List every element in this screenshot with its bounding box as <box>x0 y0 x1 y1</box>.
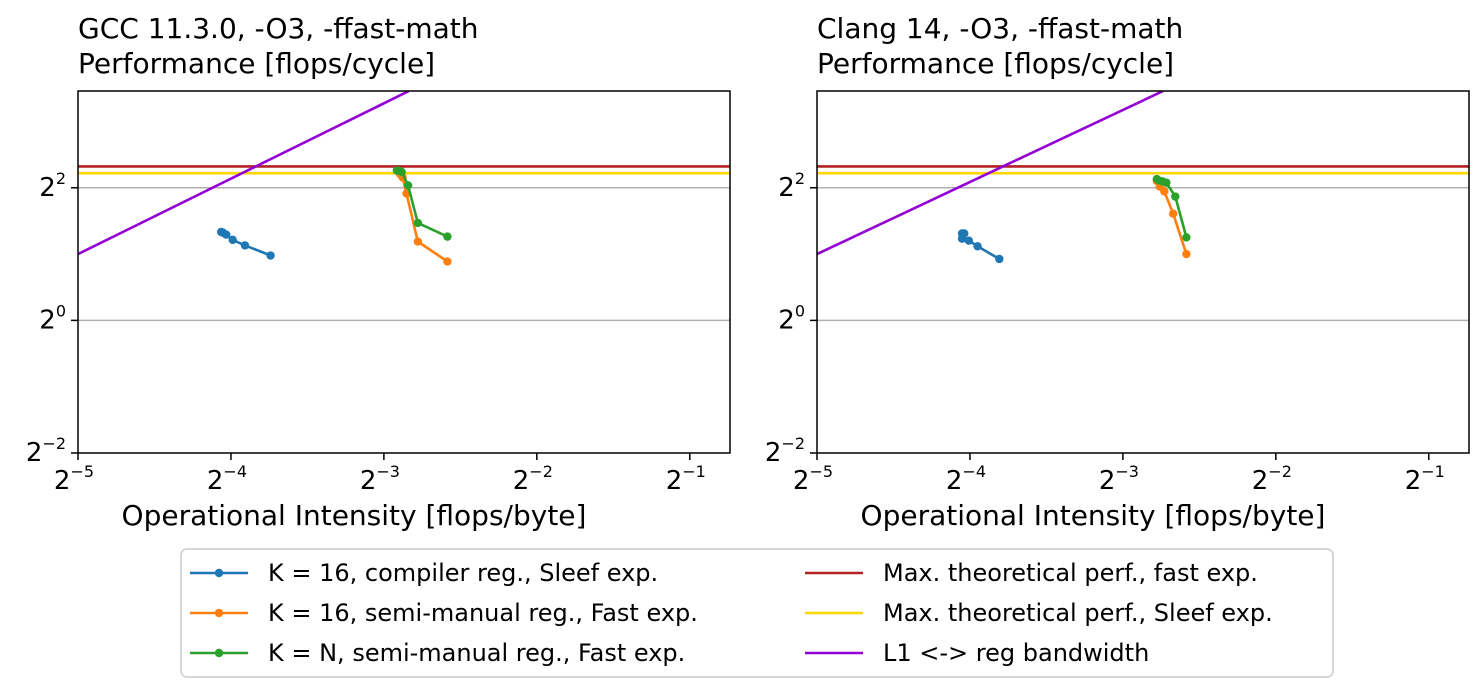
legend-label: Max. theoretical perf., fast exp. <box>883 559 1258 587</box>
series-5-line <box>817 91 1164 256</box>
series-0-point <box>957 234 967 243</box>
legend-box <box>180 548 1334 678</box>
plot-area <box>817 91 1469 264</box>
x-tick-label: 2−2 <box>1252 462 1292 496</box>
chart-title-line: Performance [flops/cycle] <box>78 47 435 80</box>
series-2-point <box>1162 178 1171 187</box>
x-axis-label: Operational Intensity [flops/byte] <box>861 499 1326 532</box>
x-tick-label: 2−1 <box>666 462 706 496</box>
legend-label: K = 16, semi-manual reg., Fast exp. <box>268 599 698 627</box>
series-2-point <box>1182 233 1191 242</box>
series-0-point <box>240 241 250 250</box>
legend-label: K = 16, compiler reg., Sleef exp. <box>268 559 658 587</box>
series-2-point <box>403 181 413 190</box>
series-0-point <box>228 235 237 245</box>
series-0-point <box>222 230 231 239</box>
x-axis-label: Operational Intensity [flops/byte] <box>122 499 587 532</box>
series-0-point <box>964 236 974 245</box>
x-tick-label: 2−4 <box>946 462 986 496</box>
x-tick-label: 2−1 <box>1405 462 1445 496</box>
series-2-point <box>397 167 406 177</box>
series-0-point <box>973 242 982 251</box>
series-1-point <box>413 237 423 246</box>
chart-title-line: Clang 14, -O3, -ffast-math <box>817 12 1183 45</box>
series-0-point <box>995 254 1004 264</box>
series-2-point <box>1171 192 1180 201</box>
y-tick-label: 22 <box>778 169 805 203</box>
chart-title-line: GCC 11.3.0, -O3, -ffast-math <box>78 12 478 45</box>
chart-panel-gcc: GCC 11.3.0, -O3, -ffast-mathPerformance … <box>26 12 731 532</box>
y-tick-label: 22 <box>39 169 66 203</box>
x-tick-label: 2−2 <box>513 462 553 496</box>
series-1-point <box>1182 249 1191 259</box>
y-tick-label: 20 <box>778 301 805 335</box>
x-tick-label: 2−3 <box>1099 462 1139 496</box>
legend-swatch-marker <box>214 608 224 618</box>
legend-swatch-marker <box>214 648 224 658</box>
legend: K = 16, compiler reg., Sleef exp. K = 16,… <box>180 548 1334 678</box>
y-tick-label: 2−2 <box>765 434 805 468</box>
x-tick-label: 2−3 <box>360 462 400 496</box>
axes-frame <box>816 90 1470 454</box>
series-1-point <box>443 257 452 266</box>
x-tick-label: 2−5 <box>793 462 833 496</box>
x-tick-label: 2−4 <box>207 462 247 496</box>
series-0-point <box>266 251 275 260</box>
axes-frame <box>77 90 731 454</box>
series-1-point <box>1160 187 1169 196</box>
plot-area <box>78 91 730 266</box>
series-2-line <box>396 169 448 238</box>
legend-label: K = N, semi-manual reg., Fast exp. <box>268 639 685 667</box>
y-tick-label: 20 <box>39 301 66 335</box>
legend-label: Max. theoretical perf., Sleef exp. <box>883 599 1273 627</box>
series-5-line <box>78 91 410 256</box>
series-2-point <box>443 232 452 241</box>
legend-label: L1 <-> reg bandwidth <box>883 639 1149 667</box>
x-tick-label: 2−5 <box>54 462 94 496</box>
y-tick-label: 2−2 <box>26 434 66 468</box>
series-2-point <box>413 218 423 228</box>
chart-title-line: Performance [flops/cycle] <box>817 47 1174 80</box>
legend-swatch-marker <box>214 568 224 578</box>
series-1-point <box>1168 209 1178 218</box>
